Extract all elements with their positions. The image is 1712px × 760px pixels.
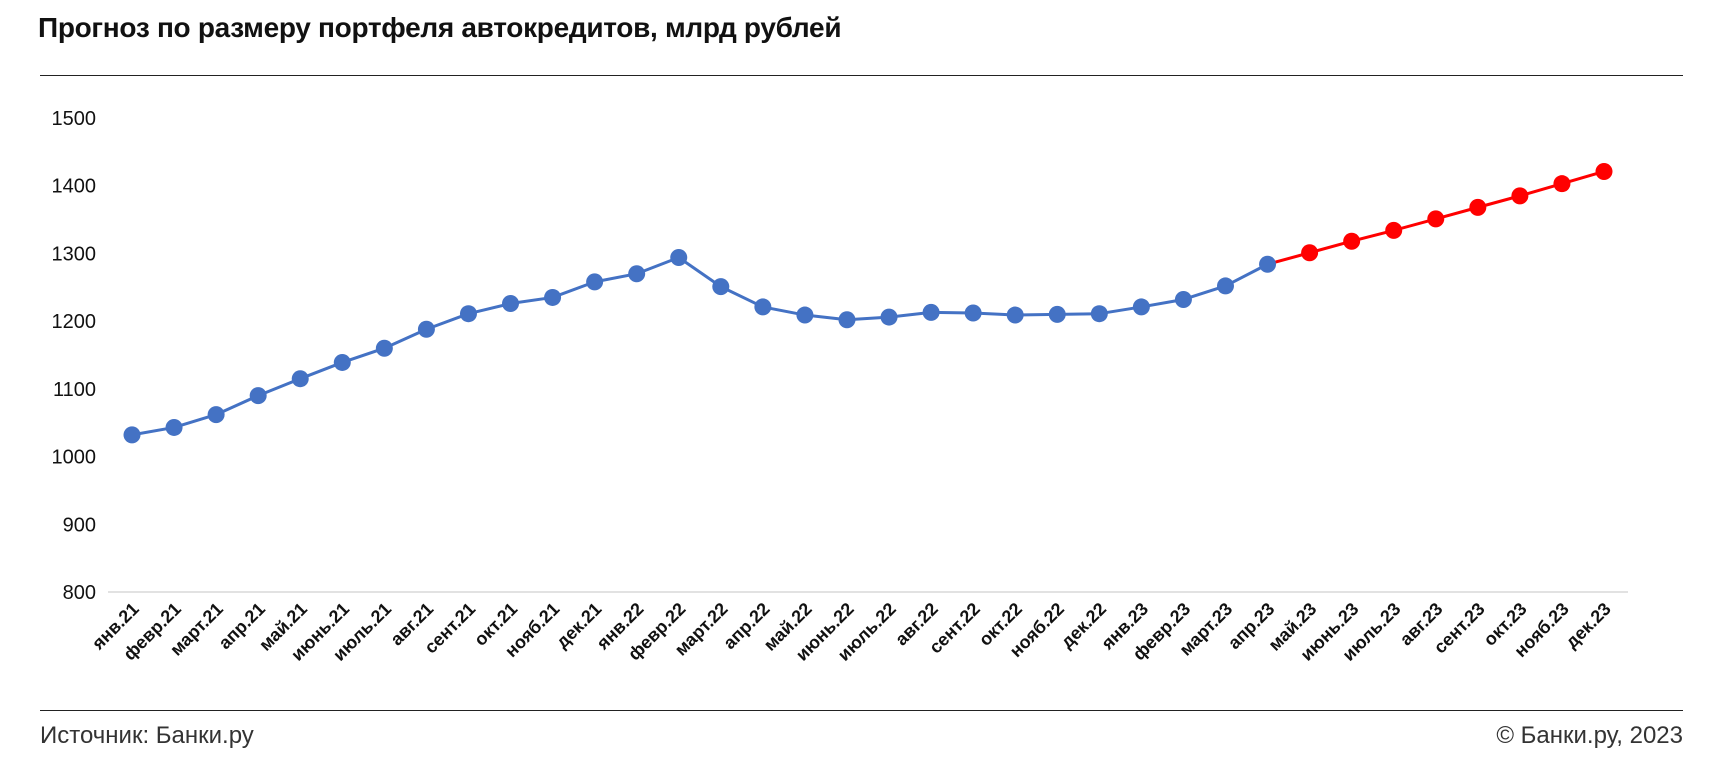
y-tick-label: 1200 xyxy=(52,311,97,333)
data-point xyxy=(1132,298,1150,316)
top-divider xyxy=(40,75,1683,76)
series-line-actual xyxy=(131,255,1269,437)
x-tick-label: дек.23 xyxy=(1561,599,1614,652)
data-point xyxy=(544,288,562,306)
data-point xyxy=(333,353,351,371)
y-tick-label: 1100 xyxy=(53,379,96,401)
data-point xyxy=(628,265,646,283)
source-note: Источник: Банки.ру xyxy=(40,722,254,749)
chart-title: Прогноз по размеру портфеля автокредитов… xyxy=(38,12,842,43)
data-point xyxy=(1090,305,1108,323)
data-point xyxy=(249,387,267,405)
data-point xyxy=(1427,210,1445,228)
y-tick-label: 800 xyxy=(63,582,96,604)
series-points xyxy=(123,162,1613,444)
line-chart: 800 900 1000 1100 1200 1300 1400 1500 янв.21фев… xyxy=(52,108,1628,665)
data-point xyxy=(1385,221,1403,239)
data-point xyxy=(964,304,982,322)
data-point xyxy=(1006,306,1024,324)
data-point xyxy=(1469,198,1487,216)
data-point xyxy=(123,426,141,444)
y-tick-label: 1300 xyxy=(52,243,97,265)
data-point xyxy=(880,308,898,326)
data-point xyxy=(922,303,940,321)
bottom-divider xyxy=(40,710,1683,711)
data-point xyxy=(1174,290,1192,308)
data-point xyxy=(1048,305,1066,323)
series-lines xyxy=(131,170,1605,437)
data-point xyxy=(712,278,730,296)
copyright-note: © Банки.ру, 2023 xyxy=(1496,722,1683,749)
data-point xyxy=(670,248,688,266)
data-point xyxy=(1511,187,1529,205)
data-point xyxy=(459,305,477,323)
x-axis-ticks: янв.21февр.21март.21апр.21май.21июнь.21и… xyxy=(87,599,1614,665)
data-point xyxy=(1595,162,1613,180)
data-point xyxy=(1259,255,1277,273)
y-tick-label: 1000 xyxy=(52,447,97,469)
data-point xyxy=(754,298,772,316)
y-axis-ticks: 800 900 1000 1100 1200 1300 1400 1500 xyxy=(52,108,97,604)
data-point xyxy=(375,339,393,357)
y-tick-label: 900 xyxy=(63,514,96,536)
data-point xyxy=(502,295,520,313)
data-point xyxy=(838,311,856,329)
data-point xyxy=(1301,244,1319,262)
data-point xyxy=(1553,175,1571,193)
data-point xyxy=(796,306,814,324)
data-point xyxy=(1343,232,1361,250)
data-point xyxy=(165,418,183,436)
data-point xyxy=(1216,277,1234,295)
data-point xyxy=(417,320,435,338)
data-point xyxy=(586,273,604,291)
data-point xyxy=(291,370,309,388)
y-tick-label: 1400 xyxy=(52,176,97,198)
data-point xyxy=(207,406,225,424)
y-tick-label: 1500 xyxy=(52,108,97,130)
